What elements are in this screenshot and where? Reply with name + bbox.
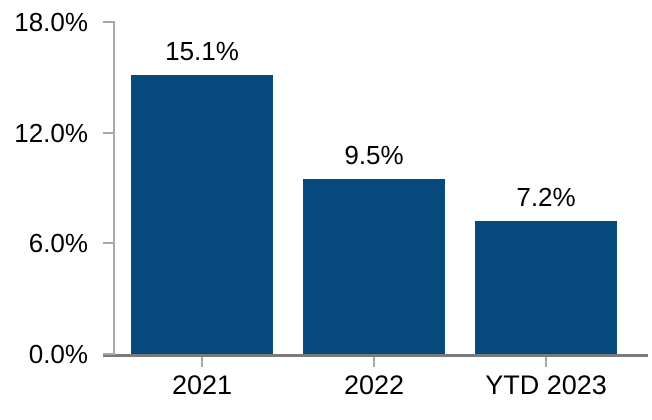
x-axis-category-label: YTD 2023 bbox=[485, 370, 607, 400]
x-axis-category-label: 2022 bbox=[343, 370, 405, 400]
x-axis-tick bbox=[373, 357, 375, 367]
bar-value-label: 15.1% bbox=[165, 36, 239, 67]
y-axis-tick-label: 12.0% bbox=[14, 117, 88, 148]
y-axis-tick-label: 18.0% bbox=[14, 7, 88, 37]
y-axis-tick bbox=[103, 21, 115, 23]
x-axis-tick bbox=[201, 357, 203, 367]
bar-2022 bbox=[303, 178, 445, 354]
bar-2021 bbox=[131, 75, 273, 354]
bar-value-label: 9.5% bbox=[344, 139, 404, 170]
y-axis-tick-label: 0.0% bbox=[28, 339, 88, 369]
x-axis-category-label: 2021 bbox=[171, 370, 233, 400]
y-axis-line bbox=[113, 22, 115, 354]
x-axis-tick bbox=[545, 357, 547, 367]
x-axis-line bbox=[103, 354, 648, 357]
bar-ytd-2023 bbox=[475, 221, 617, 354]
bar-value-label: 7.2% bbox=[516, 182, 576, 213]
y-axis-tick bbox=[103, 353, 115, 355]
y-axis-tick bbox=[103, 131, 115, 134]
y-axis-tick bbox=[103, 242, 115, 245]
y-axis-tick-label: 6.0% bbox=[28, 228, 88, 259]
